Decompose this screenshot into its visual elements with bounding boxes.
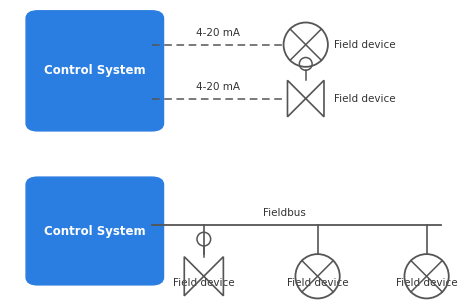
Text: 4-20 mA: 4-20 mA xyxy=(196,29,240,38)
Text: Field device: Field device xyxy=(334,94,396,103)
Text: Control System: Control System xyxy=(44,225,146,237)
FancyBboxPatch shape xyxy=(26,177,164,285)
Text: Field device: Field device xyxy=(334,40,396,50)
Text: Field device: Field device xyxy=(287,278,348,288)
Text: 4-20 mA: 4-20 mA xyxy=(196,83,240,92)
Text: Fieldbus: Fieldbus xyxy=(263,208,306,218)
Text: Control System: Control System xyxy=(44,64,146,77)
Text: Field device: Field device xyxy=(173,278,235,288)
FancyBboxPatch shape xyxy=(26,11,164,131)
Text: Field device: Field device xyxy=(396,278,457,288)
